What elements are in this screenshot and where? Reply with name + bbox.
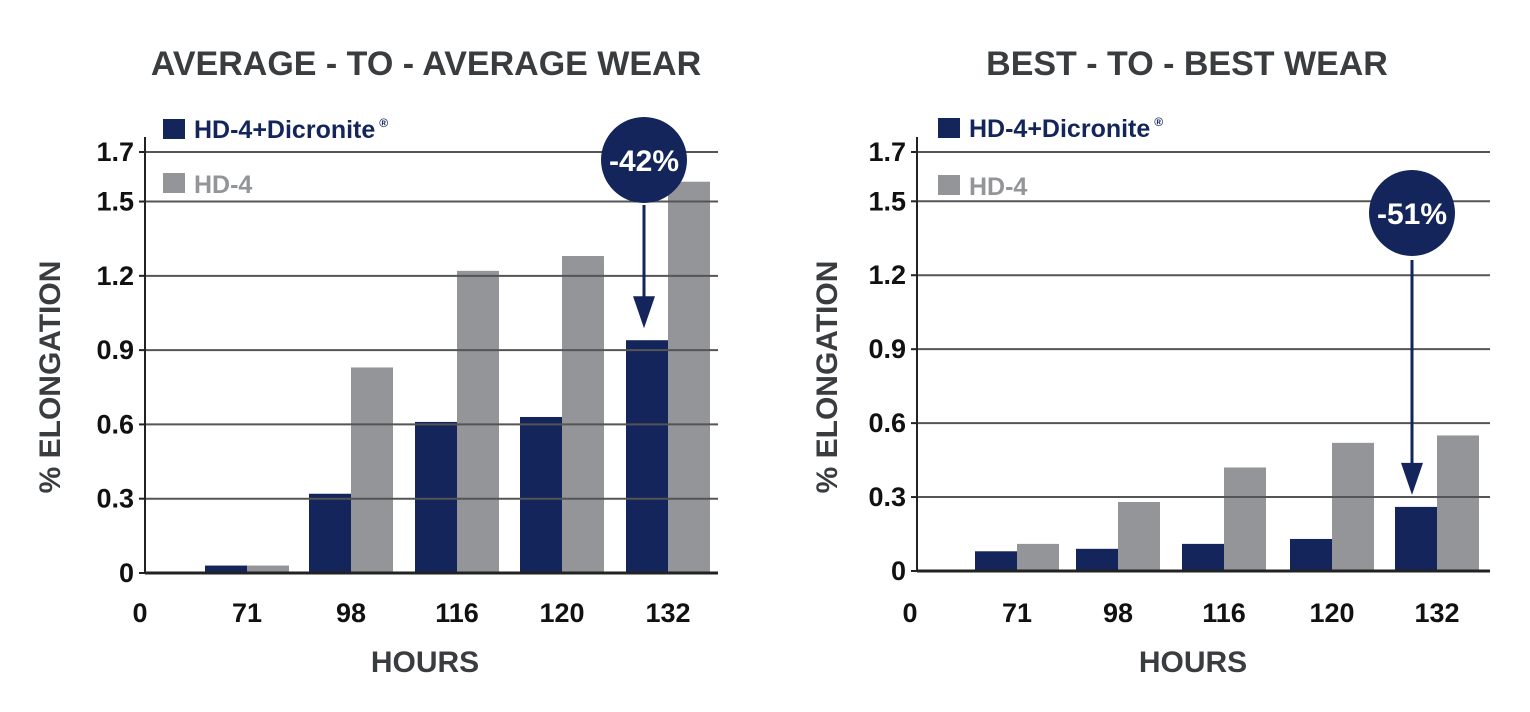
x-tick-label: 116 [435, 598, 479, 628]
bar-hd4-dicronite-98 [309, 493, 351, 573]
y-tick-labels: 0 0.3 0.6 0.9 1.2 1.5 1.7 [96, 137, 134, 588]
callout-badge [1369, 170, 1455, 256]
legend: HD-4+Dicronite ® HD-4 [163, 116, 388, 199]
y-tick-label: 1.2 [868, 260, 906, 290]
x-tick-label: 71 [232, 598, 262, 628]
y-tick-label: 0 [891, 556, 906, 586]
bar-hd4-dicronite-71 [975, 551, 1017, 571]
legend-label-dicronite: HD-4+Dicronite ® [194, 116, 388, 144]
registered-mark: ® [1154, 115, 1163, 129]
y-tick-label: 0.9 [868, 334, 906, 364]
bar-hd4-dicronite-132 [1395, 506, 1437, 571]
legend-label-hd4: HD-4 [969, 173, 1027, 201]
bar-hd4-dicronite-116 [415, 421, 457, 573]
bar-hd4-dicronite-120 [520, 416, 562, 573]
legend-label-dicronite-name: HD-4+Dicronite [969, 115, 1150, 143]
x-tick-label: 120 [539, 598, 584, 628]
bar-hd4-116 [457, 270, 499, 573]
callout-badge [601, 117, 687, 203]
x-tick-labels: 0 71 98 116 120 132 [132, 598, 690, 628]
bars-group [975, 435, 1479, 571]
bars-group [205, 181, 710, 573]
x-tick-label: 120 [1309, 598, 1354, 628]
legend-label-hd4: HD-4 [194, 171, 252, 199]
bar-hd4-98 [351, 367, 393, 573]
y-tick-label: 0.3 [868, 482, 906, 512]
legend-swatch-dicronite [163, 119, 185, 139]
chart-title: AVERAGE - TO - AVERAGE WEAR [151, 45, 701, 83]
y-tick-labels: 0 0.3 0.6 0.9 1.2 1.5 1.7 [868, 137, 906, 586]
y-tick-label: 0 [119, 558, 134, 588]
bar-hd4-132 [668, 181, 710, 573]
y-tick-label: 1.7 [868, 137, 906, 167]
gridlines [911, 137, 1490, 573]
x-tick-label: 98 [1103, 598, 1133, 628]
legend-swatch-hd4 [938, 175, 960, 195]
bar-hd4-116 [1224, 467, 1266, 571]
reduction-callout: -42% [601, 117, 687, 329]
bar-hd4-dicronite-132 [626, 340, 668, 573]
x-tick-label: 0 [902, 598, 917, 628]
legend-swatch-dicronite [938, 118, 960, 138]
x-tick-label: 98 [336, 598, 366, 628]
callout-percent: -42% [609, 145, 679, 178]
y-axis-title: % ELONGATION [811, 261, 844, 494]
y-tick-label: 0.9 [96, 335, 134, 365]
x-tick-label: 71 [1002, 598, 1032, 628]
bar-hd4-dicronite-116 [1182, 543, 1224, 571]
legend: HD-4+Dicronite ® HD-4 [938, 115, 1163, 201]
bar-hd4-dicronite-71 [205, 565, 247, 573]
callout-arrow-head [1401, 462, 1423, 495]
callout-arrow-head [633, 296, 655, 329]
y-axis-title: % ELONGATION [34, 261, 67, 494]
x-tick-label: 132 [1414, 598, 1459, 628]
bar-hd4-71 [247, 565, 289, 573]
x-tick-label: 116 [1202, 598, 1246, 628]
x-tick-labels: 0 71 98 116 120 132 [902, 598, 1459, 628]
y-tick-label: 1.5 [96, 187, 134, 217]
chart-title: BEST - TO - BEST WEAR [986, 45, 1388, 83]
bar-hd4-98 [1118, 501, 1160, 571]
y-tick-label: 1.5 [868, 186, 906, 216]
y-tick-label: 0.6 [96, 409, 134, 439]
reduction-callout: -51% [1369, 170, 1455, 495]
y-tick-label: 0.6 [868, 408, 906, 438]
legend-label-dicronite-name: HD-4+Dicronite [194, 116, 375, 144]
legend-swatch-hd4 [163, 173, 185, 193]
y-tick-label: 1.7 [96, 137, 134, 167]
bar-hd4-132 [1437, 435, 1479, 571]
chart-best-to-best: BEST - TO - BEST WEAR % ELONGATION HOURS… [811, 45, 1490, 679]
y-tick-label: 1.2 [96, 261, 134, 291]
x-tick-label: 132 [645, 598, 690, 628]
bar-hd4-120 [1332, 442, 1374, 571]
legend-label-dicronite: HD-4+Dicronite ® [969, 115, 1163, 143]
bar-hd4-120 [562, 256, 604, 573]
x-tick-label: 0 [132, 598, 147, 628]
bar-hd4-71 [1017, 543, 1059, 571]
x-axis-title: HOURS [371, 646, 479, 679]
registered-mark: ® [379, 116, 388, 130]
y-tick-label: 0.3 [96, 484, 134, 514]
chart-average-to-average: AVERAGE - TO - AVERAGE WEAR % ELONGATION… [34, 45, 718, 679]
bar-hd4-dicronite-98 [1076, 548, 1118, 571]
x-axis-title: HOURS [1139, 646, 1247, 679]
callout-percent: -51% [1377, 198, 1447, 231]
bar-hd4-dicronite-120 [1290, 538, 1332, 571]
